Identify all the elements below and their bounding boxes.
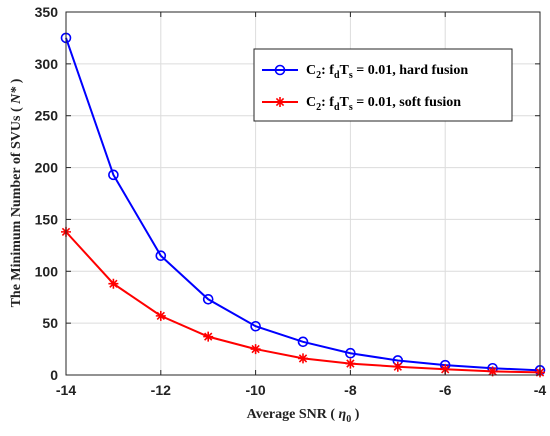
series-layer (60, 32, 546, 378)
y-tick-label: 300 (35, 56, 59, 72)
plot-frame (65, 11, 541, 376)
x-axis-title: Average SNR ( η0 ) (247, 407, 360, 425)
y-tick-label: 150 (35, 211, 59, 227)
data-point-0-1 (108, 169, 119, 181)
y-tick-label: 100 (35, 263, 59, 279)
legend-box (253, 48, 513, 122)
x-tick-label: -14 (56, 382, 76, 398)
y-axis-title: The Minimum Number of SVUs ( N* ) (9, 78, 24, 307)
legend-label-soft-fusion: C2: fdTs = 0.01, soft fusion (306, 95, 461, 113)
series-line-0 (65, 37, 541, 372)
data-point-1-7 (392, 361, 403, 372)
legend-marker-0 (274, 64, 286, 76)
data-point-1-3 (203, 331, 214, 342)
data-point-1-1 (108, 278, 119, 289)
ticks: -14 -12 -10 -8 -6 -4 0 50 100 150 200 250 300 350 (35, 4, 547, 398)
data-point-1-8 (440, 364, 451, 375)
y-tick-label: 250 (35, 108, 59, 124)
legend-marks (262, 64, 298, 107)
data-point-1-4 (250, 344, 261, 355)
data-point-1-6 (345, 358, 356, 369)
y-tick-label: 200 (35, 160, 59, 176)
data-point-0-4 (250, 320, 261, 332)
y-tick-label: 50 (42, 315, 58, 331)
x-tick-label: -10 (245, 382, 265, 398)
legend-marker-1 (275, 97, 285, 107)
data-point-1-5 (298, 353, 308, 364)
x-tick-label: -6 (439, 382, 452, 398)
data-point-0-6 (345, 347, 356, 359)
data-point-0-3 (202, 293, 214, 305)
x-tick-label: -4 (534, 382, 547, 398)
data-point-0-2 (155, 250, 167, 262)
data-point-0-5 (297, 336, 309, 348)
y-tick-label: 0 (50, 367, 58, 383)
data-point-1-2 (155, 310, 166, 321)
x-tick-label: -8 (344, 382, 357, 398)
legend-label-hard-fusion: C2: fdTs = 0.01, hard fusion (306, 63, 468, 81)
y-tick-label: 350 (35, 4, 59, 20)
x-tick-label: -12 (151, 382, 171, 398)
legend: C2: fdTs = 0.01, hard fusion C2: fdTs = … (253, 48, 513, 122)
data-point-1-9 (487, 366, 498, 377)
